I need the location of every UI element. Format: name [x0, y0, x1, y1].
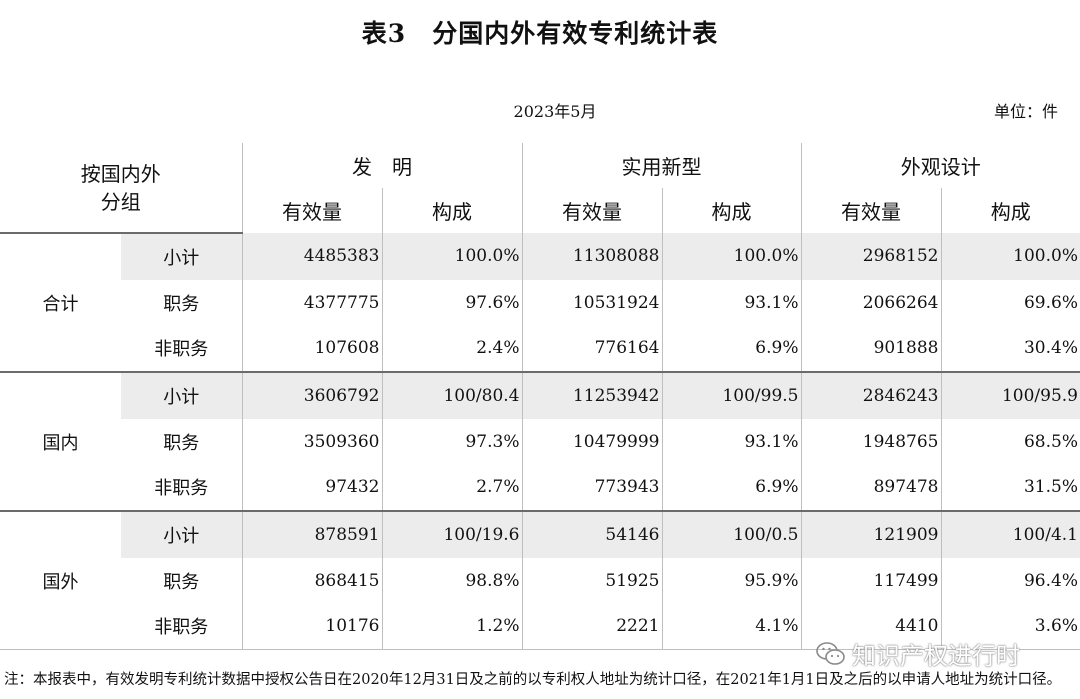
table-cell: 117499	[800, 557, 941, 604]
subheader-share: 构成	[940, 188, 1080, 233]
table-cell: 878591	[241, 511, 382, 558]
table-cell: 11253942	[521, 372, 662, 419]
table-cell: 97.3%	[381, 418, 522, 465]
table-cell: 121909	[800, 511, 941, 558]
table-cell: 10531924	[521, 279, 662, 326]
subheader-count: 有效量	[241, 188, 382, 233]
group-column-header-label: 按国内外分组	[80, 161, 161, 214]
table-cell: 2066264	[800, 279, 941, 326]
subheader-count: 有效量	[521, 188, 662, 233]
table-cell: 100/95.9	[940, 372, 1080, 419]
row-label: 小计	[121, 372, 242, 419]
table-row: 非职务 97432 2.7% 773943 6.9% 897478 31.5%	[0, 464, 1080, 513]
row-label: 职务	[163, 571, 200, 593]
row-label: 职务	[163, 432, 200, 454]
category-header-invention: 发 明	[241, 143, 522, 188]
table-cell: 2846243	[800, 372, 941, 419]
report-date: 2023年5月	[513, 102, 597, 121]
watermark-text: 知识产权进行时	[852, 642, 1020, 670]
table-cell: 100.0%	[661, 233, 801, 280]
table-row: 非职务 107608 2.4% 776164 6.9% 901888 30.4%	[0, 325, 1080, 374]
table-cell: 100/0.5	[661, 511, 801, 558]
table-cell: 776164	[521, 325, 662, 374]
table-cell: 100/19.6	[381, 511, 522, 558]
table-row: 职务 868415 98.8% 51925 95.9% 117499 96.4%	[0, 557, 1080, 604]
table-row: 合计 小计 4485383 100.0% 11308088 100.0% 296…	[0, 233, 1080, 374]
row-label: 小计	[121, 511, 242, 558]
table-cell: 4485383	[241, 233, 382, 280]
table-cell: 93.1%	[661, 418, 801, 465]
table-cell: 2968152	[800, 233, 941, 280]
page-title: 表3 分国内外有效专利统计表	[361, 19, 719, 48]
table-cell: 93.1%	[661, 279, 801, 326]
subheader-share: 构成	[661, 188, 801, 233]
table-cell: 97432	[241, 464, 382, 513]
table-cell: 10176	[241, 603, 382, 651]
table-cell: 6.9%	[661, 464, 801, 513]
subheader-count: 有效量	[800, 188, 941, 233]
table-cell: 4410	[800, 603, 941, 651]
table-cell: 31.5%	[940, 464, 1080, 513]
table-cell: 4.1%	[661, 603, 801, 651]
group-label-domestic: 国内	[0, 372, 121, 513]
table-cell: 100/99.5	[661, 372, 801, 419]
table-row: 职务 4377775 97.6% 10531924 93.1% 2066264 …	[0, 279, 1080, 326]
table-row: 非职务 10176 1.2% 2221 4.1% 4410 3.6%	[0, 603, 1080, 651]
table-cell: 3606792	[241, 372, 382, 419]
table-cell: 95.9%	[661, 557, 801, 604]
table-cell: 69.6%	[940, 279, 1080, 326]
table-cell: 2.4%	[381, 325, 522, 374]
table-cell: 773943	[521, 464, 662, 513]
table-cell: 96.4%	[940, 557, 1080, 604]
table-cell: 1.2%	[381, 603, 522, 651]
subheader-share: 构成	[381, 188, 522, 233]
row-label: 非职务	[121, 464, 242, 513]
table-cell: 11308088	[521, 233, 662, 280]
table-cell: 3509360	[241, 418, 382, 465]
patent-stats-table: 按国内外分组 发 明 实用新型 外观设计 有效量 构成 有效量 构成 有效量 构…	[0, 143, 1080, 651]
row-label: 职务	[163, 293, 200, 315]
footnote: 注：本报表中，有效发明专利统计数据中授权公告日在2020年12月31日及之前的以…	[4, 672, 1062, 688]
table-cell: 54146	[521, 511, 662, 558]
table-row: 国外 小计 878591 100/19.6 54146 100/0.5 1219…	[0, 511, 1080, 651]
table-cell: 1948765	[800, 418, 941, 465]
table-cell: 100/4.1	[940, 511, 1080, 558]
table-cell: 4377775	[241, 279, 382, 326]
table-cell: 98.8%	[381, 557, 522, 604]
table-row: 国内 小计 3606792 100/80.4 11253942 100/99.5…	[0, 372, 1080, 513]
watermark: 知识产权进行时	[816, 636, 1020, 671]
table-cell: 10479999	[521, 418, 662, 465]
table-cell: 897478	[800, 464, 941, 513]
table-cell: 868415	[241, 557, 382, 604]
table-cell: 107608	[241, 325, 382, 374]
table-cell: 30.4%	[940, 325, 1080, 374]
table-cell: 901888	[800, 325, 941, 374]
group-column-header: 按国内外分组	[0, 143, 242, 234]
row-label: 小计	[121, 233, 242, 280]
table-cell: 2221	[521, 603, 662, 651]
unit-label: 单位：件	[993, 102, 1058, 121]
table-cell: 100/80.4	[381, 372, 522, 419]
wechat-icon	[816, 641, 845, 665]
table-cell: 100.0%	[381, 233, 522, 280]
table-cell: 68.5%	[940, 418, 1080, 465]
table-cell: 100.0%	[940, 233, 1080, 280]
category-header-design: 外观设计	[800, 143, 1080, 188]
row-label: 非职务	[121, 325, 242, 374]
table-cell: 3.6%	[940, 603, 1080, 651]
category-header-utility-model: 实用新型	[521, 143, 801, 188]
table-cell: 51925	[521, 557, 662, 604]
table-cell: 2.7%	[381, 464, 522, 513]
table-row: 职务 3509360 97.3% 10479999 93.1% 1948765 …	[0, 418, 1080, 465]
table-cell: 6.9%	[661, 325, 801, 374]
group-label-total: 合计	[0, 233, 121, 374]
table-cell: 97.6%	[381, 279, 522, 326]
group-label-foreign: 国外	[0, 511, 121, 651]
row-label: 非职务	[121, 603, 242, 651]
